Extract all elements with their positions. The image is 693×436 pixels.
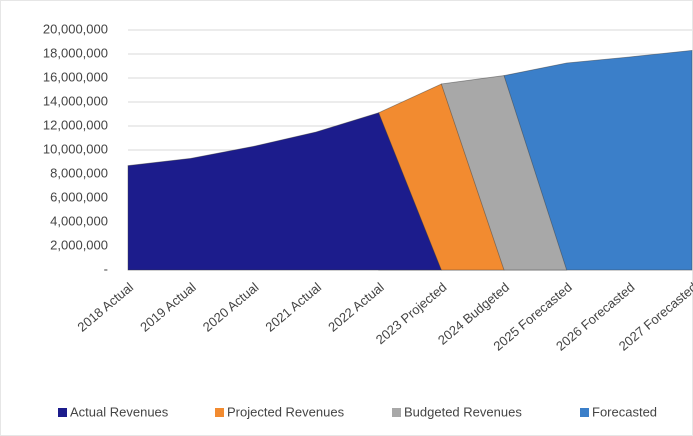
y-tick-label: 8,000,000: [50, 165, 108, 180]
y-tick-label: 2,000,000: [50, 237, 108, 252]
y-tick-label: 12,000,000: [43, 117, 108, 132]
y-tick-label: 6,000,000: [50, 189, 108, 204]
area: [127, 112, 442, 271]
y-tick-label: -: [104, 261, 108, 276]
legend-swatch: [580, 408, 589, 417]
legend-label: Actual Revenues: [70, 404, 169, 419]
legend-swatch: [58, 408, 67, 417]
legend-label: Projected Revenues: [227, 404, 345, 419]
legend-label: Forecasted: [592, 404, 657, 419]
y-tick-label: 16,000,000: [43, 69, 108, 84]
legend-swatch: [215, 408, 224, 417]
y-tick-label: 18,000,000: [43, 45, 108, 60]
y-tick-label: 4,000,000: [50, 213, 108, 228]
y-tick-label: 10,000,000: [43, 141, 108, 156]
legend-label: Budgeted Revenues: [404, 404, 522, 419]
y-tick-label: 20,000,000: [43, 21, 108, 36]
legend-swatch: [392, 408, 401, 417]
y-tick-label: 14,000,000: [43, 93, 108, 108]
